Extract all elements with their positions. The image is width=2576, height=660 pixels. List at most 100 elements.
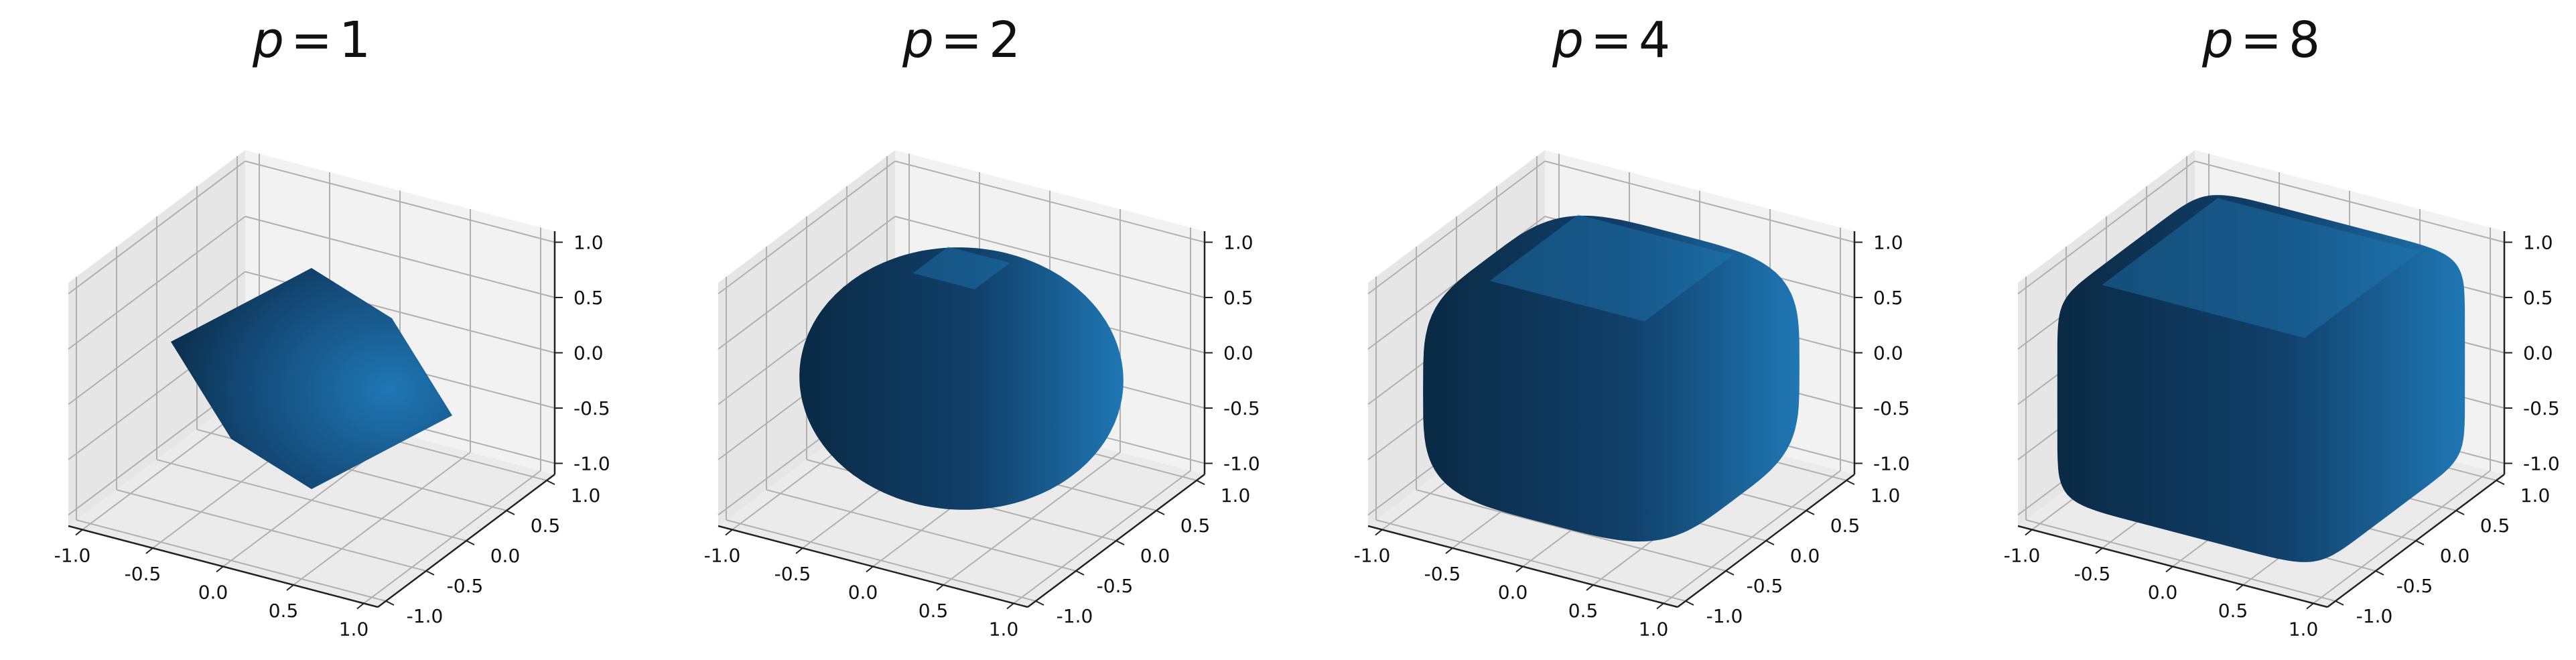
tick-mark <box>795 547 803 554</box>
tick-mark <box>1656 602 1664 610</box>
y-tick-label: 0.0 <box>1140 545 1170 567</box>
z-tick-label: 0.0 <box>1873 342 1903 365</box>
tick-mark <box>2335 600 2344 606</box>
grid-line <box>68 216 246 350</box>
tick-mark <box>2025 529 2033 536</box>
surface-top-face <box>912 247 1010 289</box>
z-tick-label: 0.0 <box>2523 342 2553 365</box>
tick-mark <box>1375 529 1383 536</box>
grid-line <box>943 452 1121 586</box>
tick-mark <box>936 584 944 591</box>
y-tick-label: -1.0 <box>1057 605 1093 627</box>
x-tick-label: 0.5 <box>269 600 299 622</box>
z-tick-label: -0.5 <box>573 397 610 419</box>
y-tick-label: 0.0 <box>490 545 521 567</box>
tick-mark <box>1445 547 1453 554</box>
y-tick-label: -0.5 <box>447 575 484 597</box>
panel-4: -1.0-1.0-1.0-0.5-0.5-0.50.00.00.00.50.50… <box>2004 11 2560 641</box>
x-tick-label: -1.0 <box>2004 545 2041 567</box>
y-tick-label: 0.5 <box>2480 515 2510 537</box>
tick-mark <box>2496 480 2505 485</box>
tick-mark <box>2455 510 2465 515</box>
z-tick-label: -1.0 <box>1223 453 1260 475</box>
title-variable: p <box>902 11 934 69</box>
z-tick-label: -1.0 <box>1873 453 1910 475</box>
y-tick-label: -0.5 <box>1747 575 1783 597</box>
tick-mark <box>2236 584 2244 591</box>
panel-title: p = 1 <box>252 11 370 69</box>
grid-line <box>293 452 471 586</box>
tick-mark <box>1806 510 1815 515</box>
title-operator: = <box>941 11 982 69</box>
tick-mark <box>2095 547 2103 554</box>
tick-mark <box>506 510 515 515</box>
z-tick-label: 0.0 <box>573 342 604 365</box>
surface <box>1423 215 1800 542</box>
grid-line <box>68 160 246 295</box>
x-tick-label: -1.0 <box>704 545 741 567</box>
z-tick-label: -1.0 <box>2523 453 2560 475</box>
z-tick-label: 1.0 <box>2523 232 2553 254</box>
tick-mark <box>75 529 83 536</box>
grid-line <box>894 160 1205 243</box>
z-tick-label: 0.0 <box>1223 342 1253 365</box>
title-value: 1 <box>339 11 370 69</box>
y-tick-label: 0.5 <box>531 515 561 537</box>
title-variable: p <box>2201 11 2234 69</box>
grid-line <box>68 271 246 405</box>
x-tick-label: 1.0 <box>2289 618 2319 641</box>
x-tick-label: -0.5 <box>125 563 161 585</box>
x-tick-label: 1.0 <box>989 618 1019 641</box>
x-tick-label: 0.5 <box>919 600 949 622</box>
grid-line <box>1367 160 1546 295</box>
tick-mark <box>1515 566 1523 573</box>
tick-mark <box>1115 540 1125 545</box>
x-tick-label: 0.0 <box>848 582 878 604</box>
tick-mark <box>425 570 435 576</box>
grid-line <box>718 160 896 295</box>
y-tick-label: -1.0 <box>2356 605 2393 627</box>
y-tick-label: 0.5 <box>1830 515 1860 537</box>
title-operator: = <box>1590 11 1632 69</box>
y-tick-label: 1.0 <box>571 484 601 507</box>
y-tick-label: -0.5 <box>1097 575 1134 597</box>
tick-mark <box>1685 600 1694 606</box>
grid-line <box>1663 470 1841 604</box>
x-tick-label: 1.0 <box>1639 618 1669 641</box>
grid-line <box>894 216 1205 298</box>
panel-2: -1.0-1.0-1.0-0.5-0.5-0.50.00.00.00.50.50… <box>704 11 1260 641</box>
surface-top-face <box>2102 198 2421 338</box>
tick-mark <box>2306 602 2314 610</box>
tick-mark <box>1006 602 1014 610</box>
z-tick-label: 0.5 <box>2523 287 2553 309</box>
tick-mark <box>1156 510 1165 515</box>
title-variable: p <box>1552 11 1584 69</box>
tick-mark <box>1725 570 1735 576</box>
tick-mark <box>466 540 475 545</box>
grid-line <box>245 216 555 298</box>
y-tick-label: 0.0 <box>2440 545 2470 567</box>
panel-title: p = 8 <box>2201 11 2320 69</box>
title-value: 4 <box>1639 11 1670 69</box>
tick-mark <box>1035 600 1044 606</box>
x-tick-label: -1.0 <box>54 545 91 567</box>
tick-mark <box>1765 540 1775 545</box>
z-tick-label: 0.5 <box>1873 287 1903 309</box>
x-tick-label: 0.0 <box>1498 582 1528 604</box>
title-operator: = <box>291 11 332 69</box>
x-tick-label: -1.0 <box>1354 545 1391 567</box>
tick-mark <box>1846 480 1855 485</box>
y-tick-label: 0.5 <box>1180 515 1211 537</box>
panel-title: p = 2 <box>902 11 1020 69</box>
x-tick-label: 0.5 <box>1568 600 1599 622</box>
surface-top-face <box>1489 214 1733 322</box>
tick-mark <box>356 602 364 610</box>
title-value: 8 <box>2289 11 2320 69</box>
surface <box>799 247 1124 510</box>
x-tick-label: 0.5 <box>2218 600 2248 622</box>
x-tick-label: -0.5 <box>1424 563 1461 585</box>
y-tick-label: 1.0 <box>1221 484 1251 507</box>
y-tick-label: -1.0 <box>407 605 444 627</box>
x-tick-label: -0.5 <box>774 563 811 585</box>
